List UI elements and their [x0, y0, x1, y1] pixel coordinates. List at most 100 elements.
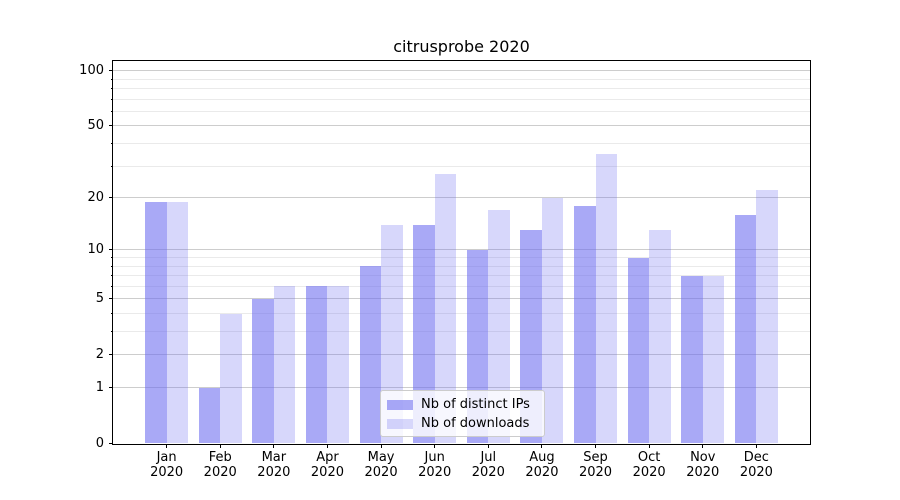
x-tick-year: 2020 [632, 465, 666, 480]
bar-downloads [702, 275, 725, 444]
x-tick-mark [166, 444, 168, 448]
x-tick-mark [541, 444, 543, 448]
x-tick-mark [273, 444, 275, 448]
bar-downloads [166, 201, 189, 444]
y-tick-label: 5 [95, 291, 104, 307]
x-tick-mark [487, 444, 489, 448]
x-tick-month: Dec [743, 450, 769, 465]
y-tick-mark [109, 298, 113, 300]
bar-distinct-ips [252, 298, 274, 444]
gridline-major [113, 298, 810, 300]
gridline-minor [113, 285, 810, 287]
x-tick-year: 2020 [364, 465, 398, 480]
bar-distinct-ips [627, 257, 650, 444]
x-tick-label: Jul 2020 [458, 450, 518, 480]
y-minor-tick-mark [110, 111, 113, 112]
y-minor-tick-mark [110, 275, 113, 277]
gridline-major [113, 125, 810, 127]
gridline-major [113, 70, 810, 72]
x-tick-year: 2020 [578, 465, 613, 480]
x-tick-label: Nov 2020 [673, 450, 733, 480]
bar-downloads [541, 197, 564, 444]
y-tick-label: 10 [87, 242, 104, 258]
y-tick-label: 50 [87, 118, 104, 134]
y-minor-tick-mark [110, 165, 113, 167]
bar-distinct-ips [198, 387, 221, 444]
gridline-major [113, 249, 810, 251]
x-tick-label: Aug 2020 [512, 450, 572, 480]
y-minor-tick-mark [110, 331, 113, 333]
y-tick-mark [109, 125, 113, 127]
legend-item-downloads: Nb of downloads [387, 414, 529, 433]
bar-downloads [649, 230, 671, 444]
x-tick-mark [648, 444, 650, 448]
y-tick-mark [109, 443, 113, 444]
y-minor-tick-mark [110, 143, 113, 145]
x-tick-month: Feb [208, 450, 232, 465]
gridline-minor [113, 265, 810, 267]
chart-title: citrusprobe 2020 [393, 37, 530, 56]
x-tick-year: 2020 [257, 465, 291, 480]
y-minor-tick-mark [110, 265, 113, 267]
bar-downloads [595, 154, 618, 444]
x-tick-mark [755, 444, 757, 448]
x-tick-month: Jul [480, 450, 497, 465]
gridline-major [113, 354, 810, 356]
bar-downloads [327, 286, 349, 444]
gridline-major [113, 197, 810, 199]
y-minor-tick-mark [110, 98, 113, 100]
x-tick-year: 2020 [525, 465, 559, 480]
x-tick-label: Mar 2020 [244, 450, 304, 480]
x-tick-month: Sep [583, 450, 608, 465]
legend: Nb of distinct IPs Nb of downloads [380, 390, 545, 437]
y-minor-tick-mark [110, 88, 113, 90]
x-tick-label: Jun 2020 [405, 450, 465, 480]
gridline-minor [113, 257, 810, 259]
x-tick-month: Aug [529, 450, 555, 465]
gridline-minor [113, 88, 810, 90]
x-tick-mark [326, 444, 328, 448]
x-tick-label: Sep 2020 [566, 450, 626, 480]
bar-downloads [434, 174, 457, 444]
x-tick-year: 2020 [418, 465, 452, 480]
x-tick-mark [434, 444, 436, 448]
y-tick-label: 0 [95, 436, 104, 451]
x-tick-label: Dec 2020 [726, 450, 786, 480]
x-tick-month: Mar [261, 450, 287, 465]
x-tick-year: 2020 [203, 465, 237, 480]
y-tick-label: 20 [87, 190, 104, 206]
bar-downloads [488, 210, 510, 444]
legend-swatch-downloads [387, 418, 413, 429]
x-tick-month: Jun [424, 450, 445, 465]
bar-distinct-ips [145, 201, 167, 444]
gridline-minor [113, 313, 810, 315]
x-tick-month: Oct [637, 450, 661, 465]
bar-downloads [381, 224, 403, 444]
gridline-major [113, 387, 810, 389]
bar-distinct-ips [574, 205, 596, 444]
x-tick-label: Feb 2020 [190, 450, 250, 480]
y-tick-label: 100 [79, 63, 104, 79]
x-tick-mark [219, 444, 221, 448]
bar-downloads [273, 286, 296, 444]
gridline-minor [113, 331, 810, 333]
bar-distinct-ips [359, 266, 382, 444]
gridline-minor [113, 78, 810, 80]
x-tick-label: Apr 2020 [297, 450, 357, 480]
y-tick-label: 1 [95, 380, 104, 396]
y-tick-mark [109, 70, 113, 72]
y-tick-mark [109, 354, 113, 356]
y-tick-mark [109, 249, 113, 251]
x-tick-mark [380, 444, 382, 448]
bar-distinct-ips [413, 224, 435, 444]
gridline-minor [113, 275, 810, 277]
x-tick-label: May 2020 [351, 450, 411, 480]
bar-distinct-ips [734, 214, 757, 444]
gridline-minor [113, 143, 810, 145]
y-minor-tick-mark [110, 257, 113, 259]
y-tick-mark [109, 387, 113, 389]
legend-label: Nb of distinct IPs [421, 397, 530, 412]
bar-downloads [220, 313, 242, 444]
legend-label: Nb of downloads [421, 416, 530, 431]
x-tick-year: 2020 [310, 465, 344, 480]
